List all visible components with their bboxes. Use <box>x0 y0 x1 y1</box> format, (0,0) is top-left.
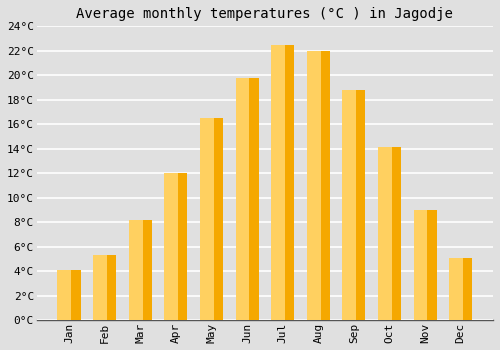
Bar <box>128 220 142 320</box>
Bar <box>93 255 116 320</box>
Bar <box>236 78 250 320</box>
Bar <box>449 258 472 320</box>
Bar <box>58 270 71 320</box>
Bar <box>414 210 436 320</box>
Bar <box>128 220 152 320</box>
Bar <box>414 210 436 320</box>
Bar <box>58 270 80 320</box>
Bar <box>200 118 214 320</box>
Bar <box>271 45 285 320</box>
Bar <box>378 147 392 320</box>
Bar <box>449 258 463 320</box>
Bar <box>236 78 258 320</box>
Bar <box>306 51 320 320</box>
Bar <box>164 173 178 320</box>
Bar <box>128 220 152 320</box>
Bar <box>342 90 356 320</box>
Bar <box>378 147 401 320</box>
Bar <box>306 51 320 320</box>
Bar <box>271 45 294 320</box>
Bar <box>200 118 223 320</box>
Bar <box>93 255 116 320</box>
Bar <box>378 147 392 320</box>
Bar <box>414 210 428 320</box>
Bar <box>414 210 428 320</box>
Bar <box>236 78 250 320</box>
Title: Average monthly temperatures (°C ) in Jagodje: Average monthly temperatures (°C ) in Ja… <box>76 7 454 21</box>
Bar <box>58 270 80 320</box>
Bar <box>342 90 365 320</box>
Bar <box>449 258 472 320</box>
Bar <box>164 173 188 320</box>
Bar <box>342 90 356 320</box>
Bar <box>200 118 223 320</box>
Bar <box>164 173 188 320</box>
Bar <box>306 51 330 320</box>
Bar <box>93 255 107 320</box>
Bar <box>128 220 142 320</box>
Bar <box>271 45 285 320</box>
Bar <box>306 51 330 320</box>
Bar <box>342 90 365 320</box>
Bar <box>200 118 214 320</box>
Bar <box>164 173 178 320</box>
Bar <box>271 45 294 320</box>
Bar <box>378 147 401 320</box>
Bar <box>93 255 107 320</box>
Bar <box>236 78 258 320</box>
Bar <box>449 258 463 320</box>
Bar <box>58 270 71 320</box>
